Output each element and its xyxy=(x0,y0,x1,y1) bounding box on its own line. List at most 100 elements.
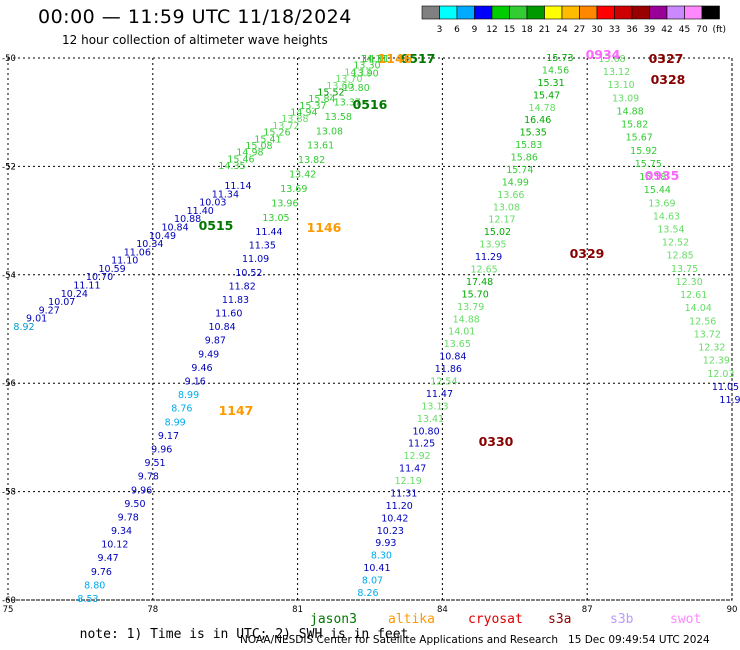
wave-height-label: 10.24 xyxy=(61,289,88,300)
wave-height-label: 13.90 xyxy=(351,68,378,79)
axis-ticks: 75 78 81 84 87 90 -50 -52 -54 -56 -58 -60 xyxy=(2,54,737,615)
wave-height-label: 11.35 xyxy=(249,241,276,252)
latitude-tick: -58 xyxy=(2,488,16,498)
wave-height-label: 10.88 xyxy=(174,214,201,225)
satellite-legend-jason3: jason3 xyxy=(310,612,357,627)
footnote: note: 1) Time is in UTC; 2) SWH is in fe… xyxy=(64,612,409,642)
satellite-tracks: 8.929.019.2710.0710.2411.1110.7010.5911.… xyxy=(13,53,740,605)
wave-height-label: 11.31 xyxy=(390,488,417,499)
longitude-tick: 87 xyxy=(582,605,593,615)
wave-height-label: 9.50 xyxy=(124,499,145,510)
legend-tick-label: 42 xyxy=(661,25,672,35)
credit-line: NOAA/NESDIS Center for Satellite Applica… xyxy=(240,634,710,646)
wave-height-label: 10.07 xyxy=(48,297,75,308)
wave-height-label: 11.06 xyxy=(124,247,151,258)
wave-height-label: 12.56 xyxy=(689,316,716,327)
latitude-tick: -54 xyxy=(2,271,16,281)
latitude-tick: -50 xyxy=(2,54,16,64)
wave-height-label: 10.23 xyxy=(377,526,404,537)
wave-height-label: 9.34 xyxy=(111,526,132,537)
wave-height-label: 14.56 xyxy=(542,65,569,76)
wave-height-label: 11.29 xyxy=(475,252,502,263)
wave-height-label: 14.99 xyxy=(502,177,529,188)
pass-time-label: 1146 xyxy=(307,220,342,235)
wave-height-label: 15.46 xyxy=(227,154,254,165)
wave-height-label: 13.08 xyxy=(493,202,520,213)
pass-time-label: 0516 xyxy=(353,97,388,112)
wave-height-label: 11.34 xyxy=(212,189,239,200)
wave-height-label: 9.76 xyxy=(91,567,112,578)
wave-height-label: 9.47 xyxy=(98,553,119,564)
wave-height-label: 14.98 xyxy=(236,148,263,159)
wave-height-label: 12.03 xyxy=(707,369,734,380)
legend-tick-label: 6 xyxy=(454,25,460,35)
legend-tick-label: 18 xyxy=(521,25,533,35)
wave-height-label: 13.54 xyxy=(657,225,684,236)
legend-tick-label: 45 xyxy=(679,25,690,35)
wave-height-label: 10.80 xyxy=(412,426,439,437)
legend-swatch xyxy=(701,5,720,20)
map-frame xyxy=(7,57,733,601)
satellite-legend-cryosat: cryosat xyxy=(468,612,523,627)
wave-height-label: 16.46 xyxy=(524,115,551,126)
wave-height-label: 13.80 xyxy=(343,83,370,94)
wave-height-label: 11.9 xyxy=(719,395,740,406)
wave-height-label: 15.92 xyxy=(630,146,657,157)
wave-height-label: 12.54 xyxy=(430,376,457,387)
wave-height-label: 10.12 xyxy=(101,540,128,551)
wave-height-label: 10.84 xyxy=(439,352,466,363)
wave-height-label: 8.99 xyxy=(165,417,186,428)
wave-height-label: 15.26 xyxy=(263,128,290,139)
legend-tick-label: 27 xyxy=(574,25,585,35)
longitude-tick: 84 xyxy=(437,605,448,615)
wave-height-label: 14.88 xyxy=(453,314,480,325)
wave-height-label: 14.01 xyxy=(448,327,475,338)
wave-height-label: 8.07 xyxy=(362,576,383,587)
wave-height-label: 13.69 xyxy=(280,184,307,195)
wave-height-label: 15.86 xyxy=(511,153,538,164)
wave-height-label: 10.52 xyxy=(235,268,262,279)
wave-height-label: 9.49 xyxy=(198,349,219,360)
wave-height-label: 13.10 xyxy=(607,80,634,91)
wave-height-label: 9.78 xyxy=(138,472,159,483)
wave-height-label: 11.83 xyxy=(222,295,249,306)
longitude-tick: 75 xyxy=(3,605,14,615)
wave-height-label: 9.17 xyxy=(158,431,179,442)
wave-height-label: 11.11 xyxy=(73,281,100,292)
wave-height-label: 13.69 xyxy=(648,198,675,209)
pass-time-label: 0515 xyxy=(199,218,234,233)
latitude-tick: -60 xyxy=(2,596,16,606)
wave-height-label: 14.11 xyxy=(362,54,389,65)
wave-height-label: 8.99 xyxy=(178,390,199,401)
longitude-tick: 81 xyxy=(292,605,303,615)
wave-height-label: 13.96 xyxy=(271,199,298,210)
wave-height-label: 9.46 xyxy=(191,363,212,374)
wave-height-label: 13.13 xyxy=(421,401,448,412)
wave-height-label: 15.31 xyxy=(537,78,564,89)
wave-height-label: 11.05 xyxy=(712,382,739,393)
wave-height-label: 13.58 xyxy=(325,112,352,123)
wave-height-label: 13.88 xyxy=(281,114,308,125)
wave-height-label: 15.74 xyxy=(506,165,533,176)
wave-height-label: 11.47 xyxy=(426,389,453,400)
wave-height-label: 9.78 xyxy=(118,512,139,523)
track-jason3-0517: 14.11 13.90 13.80 13.37 13.58 13.08 13.61 13.82… xyxy=(262,54,387,224)
wave-height-label: 13.41 xyxy=(417,414,444,425)
wave-height-label: 10.59 xyxy=(99,264,126,275)
wave-height-label: 14.63 xyxy=(653,211,680,222)
pass-time-label: 0934 xyxy=(586,47,621,62)
wave-height-label: 9.27 xyxy=(39,305,60,316)
pass-time-label: 0329 xyxy=(570,246,605,261)
longitude-tick: 78 xyxy=(147,605,158,615)
wave-height-label: 15.75 xyxy=(635,159,662,170)
legend-tick-label: 24 xyxy=(556,25,568,35)
wave-height-label: 12.65 xyxy=(470,265,497,276)
wave-height-label: 13.72 xyxy=(694,329,721,340)
wave-height-label: 10.41 xyxy=(363,563,390,574)
wave-height-label: 11.10 xyxy=(111,256,138,267)
wave-height-label: 11.44 xyxy=(255,227,282,238)
pass-time-label: 0517 xyxy=(401,51,436,66)
pass-time-label: 1146 xyxy=(378,51,413,66)
legend-tick-label: 33 xyxy=(609,25,620,35)
